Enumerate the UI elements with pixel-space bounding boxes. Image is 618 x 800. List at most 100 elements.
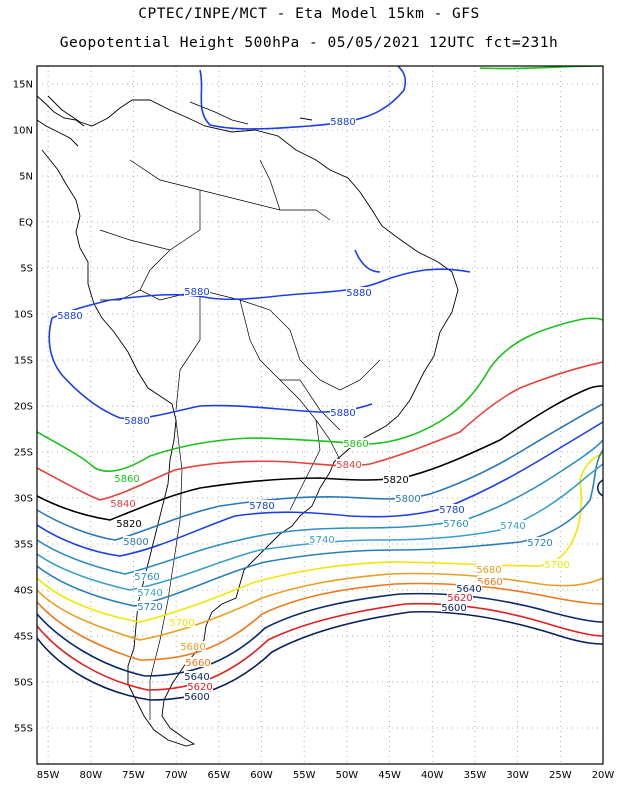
contour-5760 <box>37 439 603 575</box>
lat-label: 5N <box>19 172 33 183</box>
contour-label-bg <box>439 504 465 514</box>
contour-label: 5600 <box>184 692 209 703</box>
contour-label-bg <box>134 571 160 581</box>
contour-label-bg <box>500 520 526 530</box>
lon-label: 30W <box>506 770 529 781</box>
contour-5800 <box>37 403 603 541</box>
contour-label-bg <box>346 287 372 297</box>
lat-label: 30S <box>14 494 33 505</box>
contour-label-bg <box>137 601 163 611</box>
contour-label-bg <box>343 438 369 448</box>
contour-label-bg <box>443 518 469 528</box>
contour-label: 5820 <box>116 519 141 530</box>
contour-label-bg <box>184 691 210 701</box>
contour-5720 <box>37 449 603 607</box>
contour-label-bg <box>184 286 210 296</box>
contour-label-bg <box>114 473 140 483</box>
contour-label-bg <box>184 671 210 681</box>
south-america-coastline <box>41 95 459 747</box>
contour-label-bg <box>527 537 553 547</box>
contour-label-bg <box>330 407 356 417</box>
contour-label: 5640 <box>456 584 481 595</box>
contour-label: 5820 <box>383 475 408 486</box>
contour-5780 <box>37 421 603 557</box>
contour-label: 5780 <box>249 501 274 512</box>
contour-label: 5880 <box>330 117 355 128</box>
contour-label-bg <box>456 583 482 593</box>
contour-label: 5760 <box>443 519 468 530</box>
contour-label: 5660 <box>185 658 210 669</box>
contour-label: 5880 <box>57 311 82 322</box>
contour-label-bg <box>187 681 213 691</box>
contour-5660 <box>37 582 603 661</box>
contour-label: 5880 <box>124 416 149 427</box>
contour-label-bg <box>309 534 335 544</box>
lon-label: 75W <box>122 770 145 781</box>
lat-label: 40S <box>14 586 33 597</box>
contour-label-bg <box>395 493 421 503</box>
contour-label: 5700 <box>544 560 569 571</box>
contour-5880 <box>51 268 471 319</box>
contour-label-bg <box>249 500 275 510</box>
contour-label: 5660 <box>477 577 502 588</box>
contour-label: 5740 <box>309 535 334 546</box>
lat-label: 15S <box>14 356 33 367</box>
contour-label-bg <box>441 602 467 612</box>
contour-5880 <box>354 249 381 273</box>
coastlines <box>37 95 459 747</box>
contour-label-bg <box>57 310 83 320</box>
lat-label: 25S <box>14 448 33 459</box>
contour-label-bg <box>336 459 362 469</box>
contour-label: 5860 <box>114 474 139 485</box>
contour-5640 <box>596 479 603 497</box>
contour-label: 5720 <box>527 538 552 549</box>
contour-label-bg <box>383 474 409 484</box>
contour-5840 <box>37 361 603 501</box>
contour-label: 5680 <box>180 642 205 653</box>
contour-5620 <box>37 602 603 691</box>
lon-label: 25W <box>549 770 572 781</box>
lon-label: 70W <box>165 770 188 781</box>
lon-label: 20W <box>592 770 615 781</box>
lat-label: 15N <box>13 80 33 91</box>
lat-label: 45S <box>14 632 33 643</box>
lon-label: 40W <box>421 770 444 781</box>
central-america-coastline <box>37 95 85 147</box>
contour-label: 5600 <box>441 603 466 614</box>
lat-label: 5S <box>20 264 33 275</box>
contour-label-bg <box>330 116 356 126</box>
lon-label: 50W <box>336 770 359 781</box>
contour-5880 <box>199 66 407 130</box>
contour-5820 <box>37 385 603 521</box>
contour-label: 5720 <box>137 602 162 613</box>
lon-label: 85W <box>37 770 60 781</box>
contour-label-bg <box>476 564 502 574</box>
contour-label: 5880 <box>346 288 371 299</box>
lon-label: 45W <box>378 770 401 781</box>
graticule <box>37 66 604 764</box>
contour-5700 <box>37 453 603 623</box>
longitude-labels: 85W 80W 75W 70W 65W 60W 55W 50W 45W 40W 35W 30W 25W 2… <box>37 770 615 781</box>
map-frame <box>36 65 604 765</box>
contour-label-bg <box>110 498 136 508</box>
lon-label: 55W <box>293 770 316 781</box>
contour-label-bg <box>544 559 570 569</box>
contour-label-bg <box>477 576 503 586</box>
contour-label: 5700 <box>169 618 194 629</box>
chart-title-line1: CPTEC/INPE/MCT - Eta Model 15km - GFS <box>138 6 480 22</box>
contour-5640 <box>37 592 603 677</box>
contour-label: 5740 <box>137 588 162 599</box>
lon-label: 65W <box>208 770 231 781</box>
contour-label-bg <box>124 415 150 425</box>
contour-label: 5620 <box>187 682 212 693</box>
contour-5740 <box>37 463 603 591</box>
lon-label: 35W <box>464 770 487 781</box>
contour-label: 5840 <box>336 460 361 471</box>
contour-5680 <box>37 572 603 641</box>
contour-label: 5880 <box>330 408 355 419</box>
contour-label-bg <box>447 592 473 602</box>
contour-label-bg <box>180 641 206 651</box>
lat-label: 35S <box>14 540 33 551</box>
contour-label: 5800 <box>123 537 148 548</box>
